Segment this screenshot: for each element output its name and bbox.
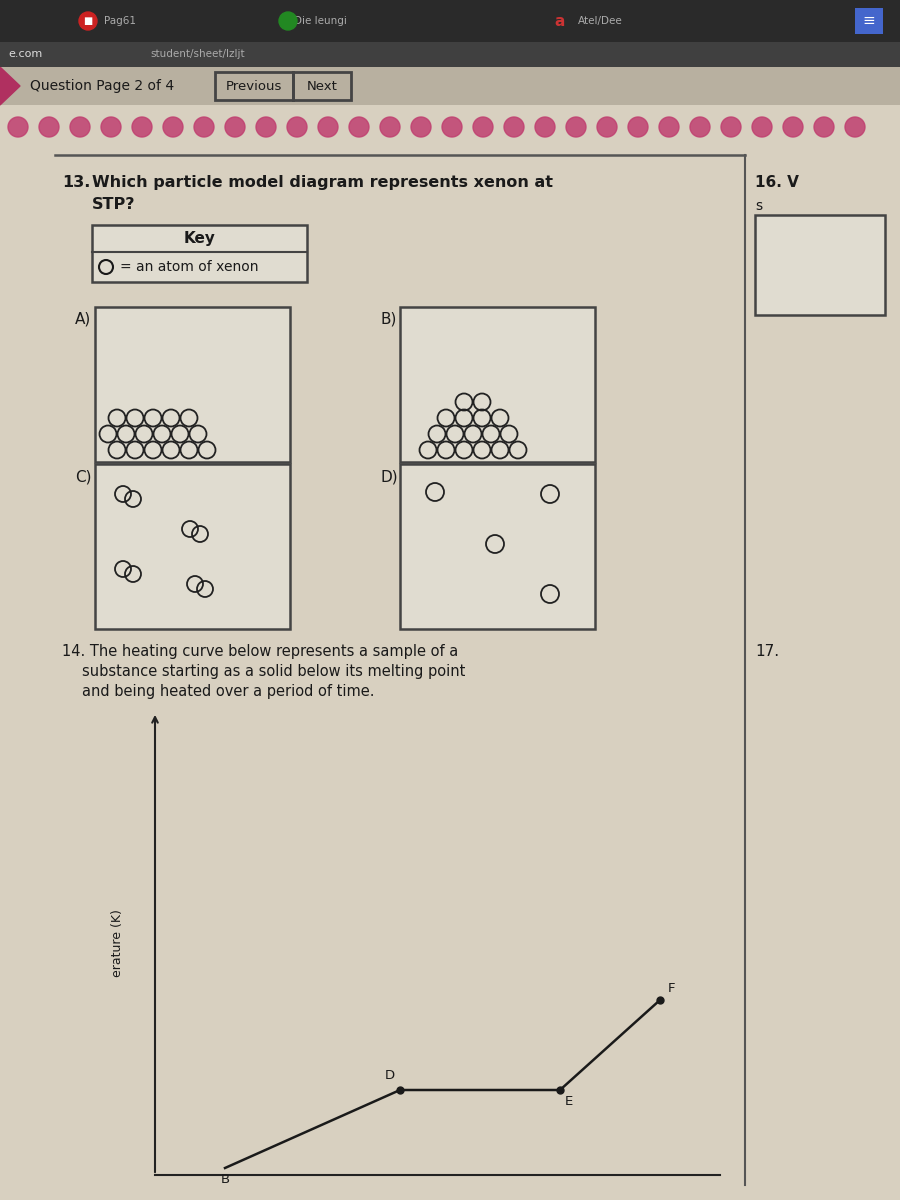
Text: substance starting as a solid below its melting point: substance starting as a solid below its … bbox=[82, 664, 465, 679]
Circle shape bbox=[628, 116, 648, 137]
Circle shape bbox=[845, 116, 865, 137]
Text: erature (K): erature (K) bbox=[111, 910, 123, 978]
Text: = an atom of xenon: = an atom of xenon bbox=[120, 260, 258, 274]
Text: B: B bbox=[220, 1174, 230, 1186]
Circle shape bbox=[70, 116, 90, 137]
Text: Die Ieungi: Die Ieungi bbox=[293, 16, 346, 26]
Circle shape bbox=[690, 116, 710, 137]
Text: Atel/Dee: Atel/Dee bbox=[578, 16, 623, 26]
Circle shape bbox=[349, 116, 369, 137]
Circle shape bbox=[279, 12, 297, 30]
Circle shape bbox=[597, 116, 617, 137]
Text: Which particle model diagram represents xenon at: Which particle model diagram represents … bbox=[92, 175, 553, 190]
Circle shape bbox=[39, 116, 59, 137]
Text: Pag61: Pag61 bbox=[104, 16, 136, 26]
Text: 14. The heating curve below represents a sample of a: 14. The heating curve below represents a… bbox=[62, 644, 458, 659]
Circle shape bbox=[225, 116, 245, 137]
Polygon shape bbox=[0, 67, 20, 104]
Circle shape bbox=[659, 116, 679, 137]
Circle shape bbox=[721, 116, 741, 137]
Circle shape bbox=[442, 116, 462, 137]
Text: D: D bbox=[385, 1069, 395, 1082]
Circle shape bbox=[752, 116, 772, 137]
Text: 13.: 13. bbox=[62, 175, 90, 190]
Text: A): A) bbox=[75, 312, 91, 326]
Text: ■: ■ bbox=[84, 16, 93, 26]
Bar bbox=[215, 72, 293, 100]
Bar bbox=[293, 72, 351, 100]
Circle shape bbox=[411, 116, 431, 137]
Text: s: s bbox=[755, 199, 762, 214]
Text: Key: Key bbox=[184, 230, 215, 246]
Text: STP?: STP? bbox=[92, 197, 136, 212]
Bar bbox=[95, 464, 290, 629]
Circle shape bbox=[79, 12, 97, 30]
Circle shape bbox=[814, 116, 834, 137]
Bar bbox=[755, 215, 885, 314]
Circle shape bbox=[287, 116, 307, 137]
Text: ≡: ≡ bbox=[862, 13, 876, 29]
Text: E: E bbox=[565, 1094, 573, 1108]
Text: 17.: 17. bbox=[755, 644, 779, 659]
Text: e.com: e.com bbox=[8, 49, 42, 59]
Circle shape bbox=[783, 116, 803, 137]
Text: a: a bbox=[554, 13, 565, 29]
Bar bbox=[0, 42, 900, 67]
Circle shape bbox=[163, 116, 183, 137]
Bar bbox=[0, 0, 900, 42]
Circle shape bbox=[318, 116, 338, 137]
Circle shape bbox=[535, 116, 555, 137]
Bar bbox=[400, 307, 595, 462]
Text: B): B) bbox=[380, 312, 396, 326]
Text: and being heated over a period of time.: and being heated over a period of time. bbox=[82, 684, 374, 698]
Circle shape bbox=[504, 116, 524, 137]
Text: F: F bbox=[668, 982, 676, 995]
Text: Next: Next bbox=[307, 79, 338, 92]
Circle shape bbox=[194, 116, 214, 137]
Bar bbox=[400, 464, 595, 629]
Text: C): C) bbox=[75, 469, 92, 484]
Circle shape bbox=[566, 116, 586, 137]
Circle shape bbox=[132, 116, 152, 137]
Circle shape bbox=[101, 116, 121, 137]
Bar bbox=[855, 8, 883, 34]
Circle shape bbox=[256, 116, 276, 137]
Bar bbox=[0, 67, 900, 104]
Bar bbox=[95, 307, 290, 462]
Circle shape bbox=[8, 116, 28, 137]
Text: 16. V: 16. V bbox=[755, 175, 799, 190]
Text: D): D) bbox=[380, 469, 398, 484]
Text: student/sheet/lzljt: student/sheet/lzljt bbox=[150, 49, 245, 59]
Circle shape bbox=[380, 116, 400, 137]
Circle shape bbox=[473, 116, 493, 137]
Text: Question Page 2 of 4: Question Page 2 of 4 bbox=[30, 79, 174, 92]
Text: Previous: Previous bbox=[226, 79, 283, 92]
Bar bbox=[92, 226, 307, 282]
